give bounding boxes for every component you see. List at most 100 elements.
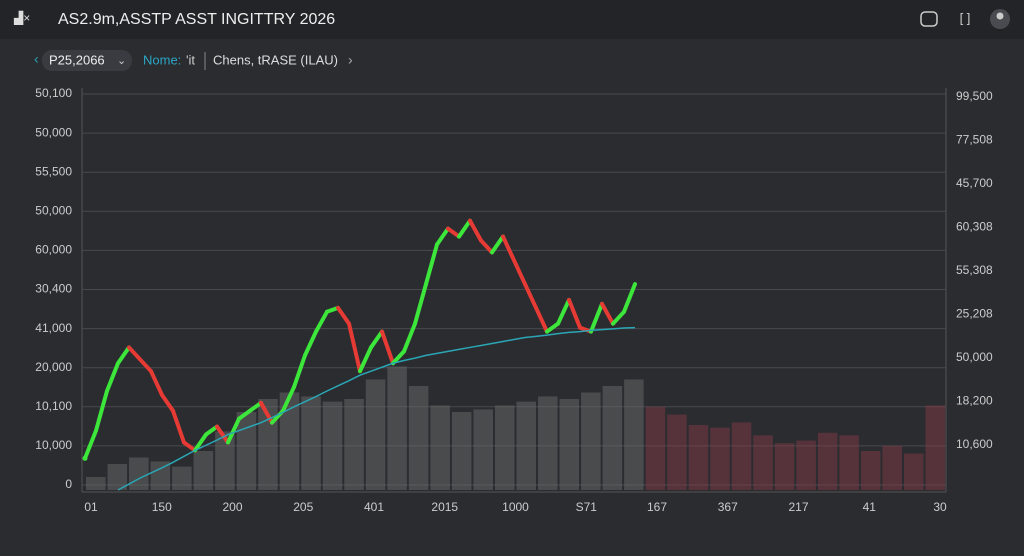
- volume-bar: [710, 427, 730, 490]
- volume-bar: [559, 399, 580, 490]
- price-segment: [391, 349, 406, 366]
- volume-bar: [796, 440, 816, 490]
- name-label: Nome:: [143, 52, 181, 67]
- volume-bar: [645, 406, 666, 490]
- x-tick-label: 167: [647, 500, 667, 514]
- price-segment: [292, 353, 307, 390]
- volume-bar: [236, 412, 257, 490]
- price-segment: [457, 218, 472, 239]
- volume-bar: [538, 396, 558, 490]
- name-value: 'it: [186, 52, 195, 67]
- price-segment: [303, 329, 318, 358]
- y-tick-label: 50,100: [35, 86, 72, 100]
- expand-icon[interactable]: [ ]: [960, 10, 971, 25]
- price-segment: [215, 424, 230, 445]
- price-segment: [512, 258, 527, 287]
- volume-bar: [688, 425, 709, 490]
- price-segment: [259, 400, 274, 425]
- price-segment: [523, 282, 538, 310]
- x-tick-label: 401: [364, 500, 384, 514]
- y2-tick-label: 45,700: [956, 176, 993, 190]
- price-segment: [127, 345, 142, 362]
- price-segment: [226, 416, 241, 445]
- volume-bar: [107, 464, 128, 490]
- volume-bar: [129, 457, 149, 490]
- y-tick-label: 50,000: [35, 203, 72, 217]
- back-icon[interactable]: ‹: [34, 51, 39, 67]
- volume-bar: [150, 461, 171, 490]
- x-tick-label: 30: [933, 500, 947, 514]
- title: AS2.9m,ASSTP ASST INGITTRY 2026: [58, 11, 335, 28]
- price-segment: [105, 361, 120, 393]
- volume-bar: [301, 396, 321, 490]
- price-segment: [94, 389, 109, 433]
- price-segment: [347, 321, 362, 374]
- volume-bar: [882, 445, 902, 490]
- price-segment: [589, 301, 604, 334]
- volume-bar: [451, 412, 472, 490]
- x-tick-label: 2015: [431, 500, 458, 514]
- x-tick-label: 41: [863, 500, 877, 514]
- x-tick-label: 367: [718, 500, 738, 514]
- price-segment: [336, 305, 351, 326]
- symbol: P25,2066: [49, 52, 105, 67]
- price-segment: [160, 392, 175, 413]
- y2-tick-label: 10,600: [956, 437, 993, 451]
- price-segment: [281, 385, 296, 413]
- y2-tick-label: 18,200: [956, 394, 993, 408]
- price-segment: [171, 408, 186, 445]
- x-tick-label: 200: [222, 500, 242, 514]
- y2-tick-label: 99,500: [956, 89, 993, 103]
- y-tick-label: 30,400: [35, 282, 72, 296]
- volume-bar: [172, 466, 192, 490]
- y2-tick-label: 60,308: [956, 220, 993, 234]
- volume-bar: [860, 451, 881, 490]
- price-segment: [149, 369, 164, 397]
- price-segment: [501, 234, 516, 263]
- logo[interactable]: ▟×: [13, 10, 30, 25]
- volume-bar: [839, 435, 859, 490]
- price-segment: [556, 297, 571, 326]
- volume-bar: [903, 453, 924, 490]
- forward-icon[interactable]: ›: [348, 52, 353, 68]
- price-segment: [83, 428, 98, 461]
- volume-bar: [473, 409, 493, 490]
- study[interactable]: Chens, tRASE (ILAU): [213, 52, 338, 67]
- screenshot-icon[interactable]: [920, 11, 938, 27]
- header-bar: [0, 0, 1024, 39]
- symbol-dropdown[interactable]: [42, 50, 132, 71]
- price-segment: [435, 226, 450, 247]
- price-segment: [369, 329, 384, 350]
- price-segment: [182, 440, 197, 453]
- volume-bar: [731, 422, 752, 490]
- price-segment: [479, 238, 494, 255]
- volume-bar: [322, 401, 343, 490]
- price-segment: [402, 321, 417, 354]
- volume-bar: [602, 386, 623, 490]
- y-tick-label: 55,500: [35, 164, 72, 178]
- x-tick-label: S71: [576, 500, 598, 514]
- y-tick-label: 0: [65, 477, 72, 491]
- price-segment: [380, 329, 395, 366]
- moving-average: [117, 326, 636, 491]
- x-tick-label: 205: [293, 500, 313, 514]
- y-tick-label: 41,000: [35, 321, 72, 335]
- volume-bar: [581, 392, 601, 490]
- price-segment: [116, 345, 131, 366]
- volume-bar: [774, 443, 795, 490]
- price-segment: [193, 432, 208, 453]
- price-segment: [567, 297, 582, 330]
- volume-bar: [279, 392, 300, 490]
- y2-tick-label: 50,000: [956, 350, 993, 364]
- price-segment: [204, 424, 219, 437]
- x-tick-label: 217: [788, 500, 808, 514]
- price-segment: [622, 282, 637, 314]
- price-segment: [138, 357, 153, 374]
- volume-bar: [86, 477, 106, 490]
- x-tick-label: 1000: [502, 500, 529, 514]
- price-segment: [490, 234, 505, 255]
- y2-tick-label: 77,508: [956, 133, 993, 147]
- volume-bar: [925, 405, 945, 490]
